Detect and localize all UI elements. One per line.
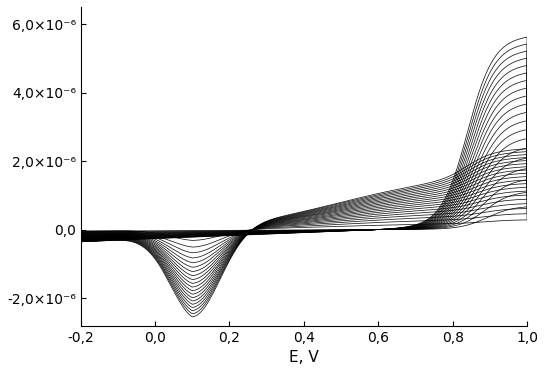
X-axis label: E, V: E, V bbox=[289, 350, 319, 365]
